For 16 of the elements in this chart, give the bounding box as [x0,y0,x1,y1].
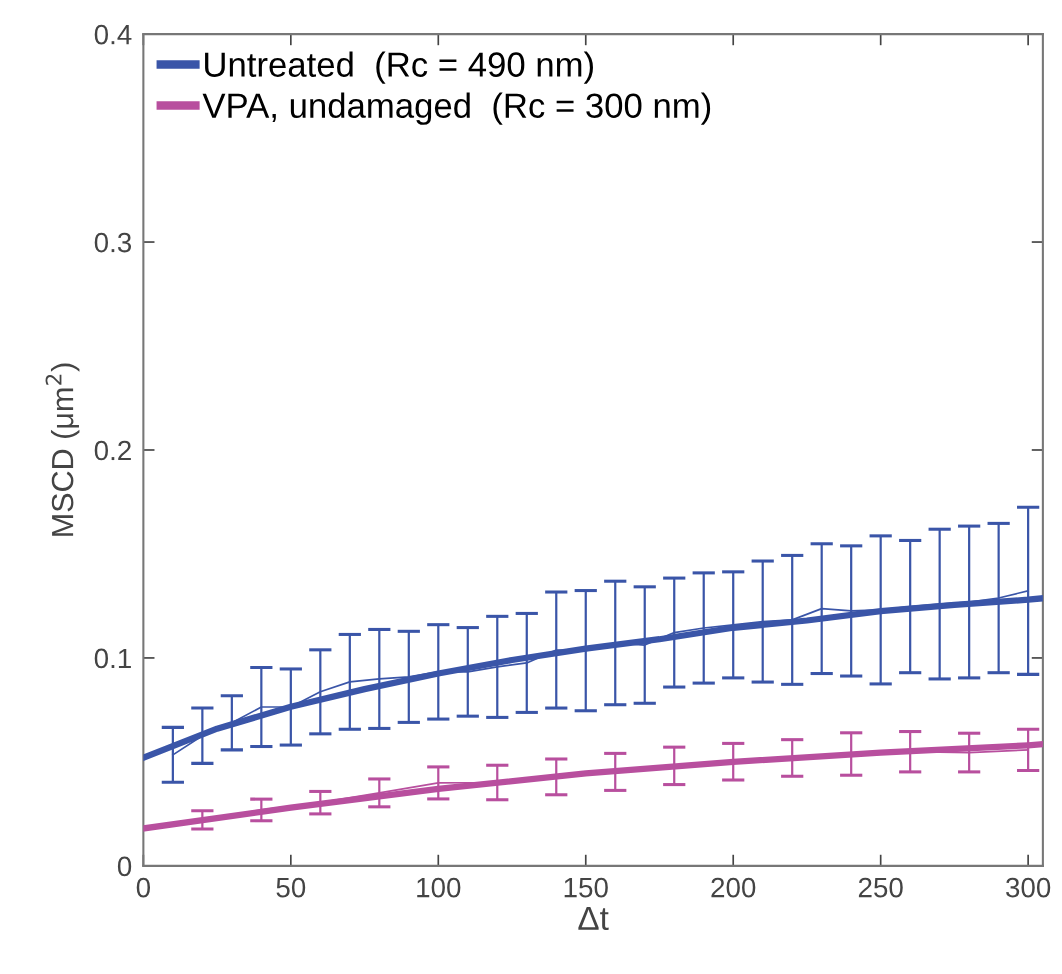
y-tick-label: 0.3 [94,232,132,253]
legend-label: VPA, undamaged (Rc = 300 nm) [202,92,711,125]
x-tick-label: 100 [417,877,461,898]
x-tick-label: 150 [564,877,608,898]
x-tick-label: 0 [136,877,151,898]
y-tick-label: 0.1 [94,648,131,669]
y-tick-label: 0.4 [94,24,132,45]
x-axis-title: Δt [578,906,609,931]
y-tick-label: 0.2 [94,440,131,461]
x-tick-label: 50 [276,877,306,898]
y-axis-title: MSCD (μm$^{2}$) [45,363,80,536]
y-tick-label: 0 [117,856,132,877]
x-tick-label: 300 [1006,877,1051,898]
x-tick-label: 200 [711,877,756,898]
x-tick-label: 250 [858,877,903,898]
legend-label: Untreated (Rc = 490 nm) [205,51,593,84]
